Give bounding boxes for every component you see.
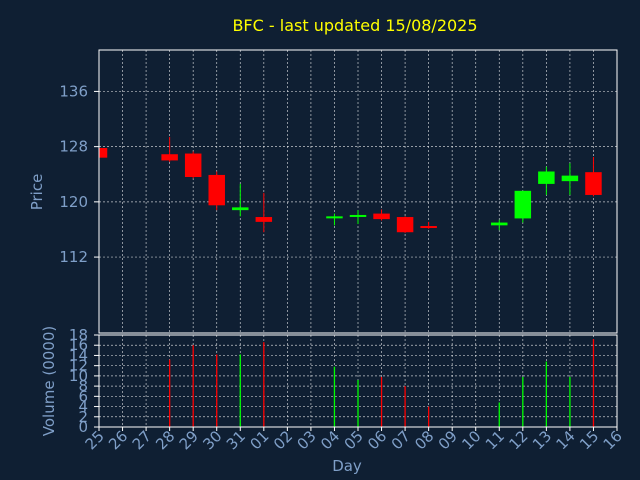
x-tick-label: 26 [105,427,131,453]
candle-body [232,207,249,211]
price-tick-label: 120 [59,193,88,211]
x-tick-label: 04 [317,427,343,453]
price-tick-label: 128 [59,138,88,156]
candle-body [538,171,555,184]
volume-tick-label: 4 [78,398,88,416]
x-tick-label: 11 [482,427,508,453]
x-tick-label: 30 [199,427,225,453]
price-tick-label: 136 [59,82,88,100]
candle-body [514,190,532,219]
volume-tick-label: 18 [69,326,88,344]
x-tick-label: 27 [129,427,155,453]
volume-tick-label: 16 [69,336,88,354]
candle-body [349,214,367,217]
candle-body [99,148,108,158]
x-tick-label: 05 [341,427,367,453]
x-tick-label: 06 [364,427,390,453]
chart-title: BFC - last updated 15/08/2025 [232,16,477,35]
candle-body [255,217,273,222]
x-tick-label: 07 [388,427,414,453]
price-axis-label: Price [28,174,46,211]
volume-tick-label: 2 [78,408,88,426]
volume-tick-label: 8 [78,377,88,395]
x-tick-label: 12 [505,427,531,453]
x-tick-label: 03 [294,427,320,453]
x-tick-label: 29 [176,427,202,453]
volume-axis-label: Volume (0000) [40,326,58,436]
x-tick-label: 31 [223,427,249,453]
x-tick-label: 09 [435,427,461,453]
candle-body [373,213,390,220]
candle-body [420,226,437,229]
x-tick-label: 10 [458,427,484,453]
volume-tick-label: 10 [69,367,88,385]
price-tick-label: 112 [59,248,88,266]
x-tick-label: 01 [246,427,272,453]
candle-body [491,222,508,226]
x-tick-label: 28 [152,427,178,453]
candle-body [585,172,602,195]
candle-body [184,153,202,178]
x-tick-label: 08 [411,427,437,453]
candle-body [561,175,579,182]
x-axis-label: Day [332,457,362,475]
price-frame [98,49,618,334]
x-tick-label: 15 [576,427,602,453]
volume-panel: 0246810121416182526272829303101020304050… [69,326,626,453]
x-tick-label: 14 [553,427,579,453]
candle-body [208,174,225,206]
volume-tick-label: 6 [78,387,88,405]
volume-tick-label: 0 [78,418,88,436]
x-tick-label: 13 [529,427,555,453]
candle-body [326,216,343,219]
candle-body [161,154,178,161]
candle-body [396,217,414,233]
price-panel: 112 120 128 136 [59,49,618,334]
volume-tick-label: 14 [69,346,88,364]
x-tick-label: 02 [270,427,296,453]
volume-tick-label: 12 [69,357,88,375]
x-tick-label: 16 [600,427,626,453]
